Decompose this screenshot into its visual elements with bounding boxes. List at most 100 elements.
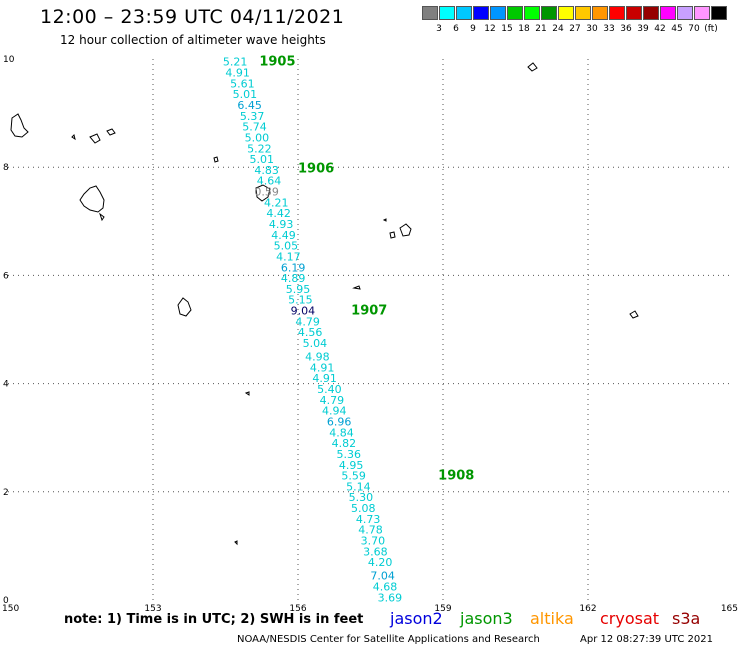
- island-outline: [399, 223, 412, 237]
- legend-swatch: [626, 6, 642, 20]
- legend-swatch: [490, 6, 506, 20]
- swh-value: 5.40: [317, 383, 342, 396]
- swh-value: 6.96: [327, 415, 352, 428]
- swh-value: 4.68: [373, 580, 398, 593]
- legend-swatch: [439, 6, 455, 20]
- mission-s3a: s3a: [672, 609, 701, 628]
- swh-value: 4.82: [332, 437, 357, 450]
- legend-label: 6: [453, 24, 459, 34]
- swh-value: 5.95: [286, 283, 311, 296]
- legend-swatch: [507, 6, 523, 20]
- legend-swatch: [541, 6, 557, 20]
- swh-value: 4.56: [298, 326, 323, 339]
- y-tick-label: 10: [3, 55, 15, 65]
- swh-value: 4.95: [339, 459, 364, 472]
- x-tick-label: 150: [2, 604, 19, 614]
- mission-jason2: jason2: [390, 609, 443, 628]
- swh-value: 5.74: [242, 121, 267, 134]
- swh-value: 4.84: [329, 426, 354, 439]
- swh-value: 4.91: [312, 372, 337, 385]
- y-tick-label: 0: [3, 596, 9, 606]
- swh-value: 3.68: [363, 545, 388, 558]
- swh-value: 5.21: [223, 56, 248, 69]
- island-outline: [389, 231, 396, 239]
- swh-value: 5.08: [351, 502, 376, 515]
- map-subtitle: 12 hour collection of altimeter wave hei…: [60, 33, 326, 47]
- legend-label: 45: [671, 24, 683, 34]
- swh-value: 4.17: [276, 250, 301, 263]
- swh-value: 5.37: [240, 110, 265, 123]
- legend-swatch: [592, 6, 608, 20]
- swh-value: 4.20: [368, 556, 393, 569]
- legend-swatch: [609, 6, 625, 20]
- swh-value: 5.61: [230, 77, 255, 90]
- swh-value: 5.04: [303, 337, 328, 350]
- legend-label: 3: [436, 24, 442, 34]
- swh-value: 5.36: [337, 448, 362, 461]
- island-outline: [10, 113, 29, 138]
- swh-value: 9.04: [291, 305, 316, 318]
- pass-number: 1905: [259, 55, 295, 70]
- x-tick-label: 156: [289, 604, 306, 614]
- island-outlines: [10, 62, 639, 546]
- legend-swatch: [660, 6, 676, 20]
- mission-cryosat: cryosat: [600, 609, 660, 628]
- swh-value: 5.05: [274, 240, 299, 253]
- swh-track: 5.214.915.615.016.455.375.745.005.225.01…: [223, 56, 402, 605]
- island-outline: [177, 297, 192, 317]
- island-outline: [629, 310, 639, 319]
- y-tick-label: 2: [3, 488, 9, 498]
- legend-swatch: [677, 6, 693, 20]
- legend-swatch: [558, 6, 574, 20]
- pass-number: 1908: [438, 469, 474, 484]
- legend-swatch: [694, 6, 710, 20]
- legend-label: 42: [654, 24, 666, 34]
- swh-value: 6.45: [237, 99, 262, 112]
- swh-value: 4.83: [254, 164, 279, 177]
- map-grid: [8, 59, 733, 600]
- swh-value: 4.78: [358, 524, 383, 537]
- swh-value: 4.89: [281, 272, 306, 285]
- footnote: note: 1) Time is in UTC; 2) SWH is in fe…: [64, 612, 364, 627]
- mission-jason3: jason3: [460, 609, 513, 628]
- generation-timestamp: Apr 12 08:27:39 UTC 2021: [580, 634, 713, 645]
- swh-value: 7.04: [370, 570, 395, 583]
- pass-labels: 1905 1906 1907 1908: [259, 55, 474, 484]
- y-tick-label: 6: [3, 271, 9, 281]
- swh-value: 3.69: [378, 591, 403, 604]
- swh-value: 5.22: [247, 142, 272, 155]
- credit-line: NOAA/NESDIS Center for Satellite Applica…: [237, 634, 540, 645]
- swh-value: 4.73: [356, 513, 381, 526]
- swh-value: 4.49: [271, 229, 296, 242]
- island-outline: [213, 156, 219, 163]
- swh-value: 4.91: [225, 67, 250, 80]
- mission-altika: altika: [530, 609, 574, 628]
- legend-label: 18: [518, 24, 530, 34]
- x-tick-label: 162: [579, 604, 596, 614]
- island-outline: [527, 62, 538, 72]
- legend-label: 15: [501, 24, 513, 34]
- legend-label: 70: [688, 24, 700, 34]
- island-outline: [89, 133, 101, 144]
- swh-value: 5.01: [250, 153, 275, 166]
- legend-label: 9: [470, 24, 476, 34]
- swh-value: 5.15: [288, 294, 313, 307]
- legend-swatch: [456, 6, 472, 20]
- pass-number: 1906: [298, 161, 334, 176]
- legend-label: 36: [620, 24, 632, 34]
- swh-value: 4.94: [322, 405, 347, 418]
- swh-value: 4.21: [264, 196, 289, 209]
- swh-value: 4.98: [305, 351, 330, 364]
- legend-label: 27: [569, 24, 581, 34]
- swh-value: 5.59: [341, 470, 366, 483]
- swh-value: 0.59: [254, 186, 279, 199]
- legend-label: 21: [535, 24, 547, 34]
- island-outline: [244, 391, 250, 396]
- legend-swatch: [643, 6, 659, 20]
- island-outline: [352, 285, 361, 290]
- legend-label: 12: [484, 24, 496, 34]
- legend-label: (ft): [704, 24, 718, 34]
- swh-value: 4.42: [266, 207, 291, 220]
- axis-tick-labels: 150 153 156 159 162 165 0 2 4 6 8 10: [2, 55, 738, 614]
- island-outline: [99, 212, 105, 222]
